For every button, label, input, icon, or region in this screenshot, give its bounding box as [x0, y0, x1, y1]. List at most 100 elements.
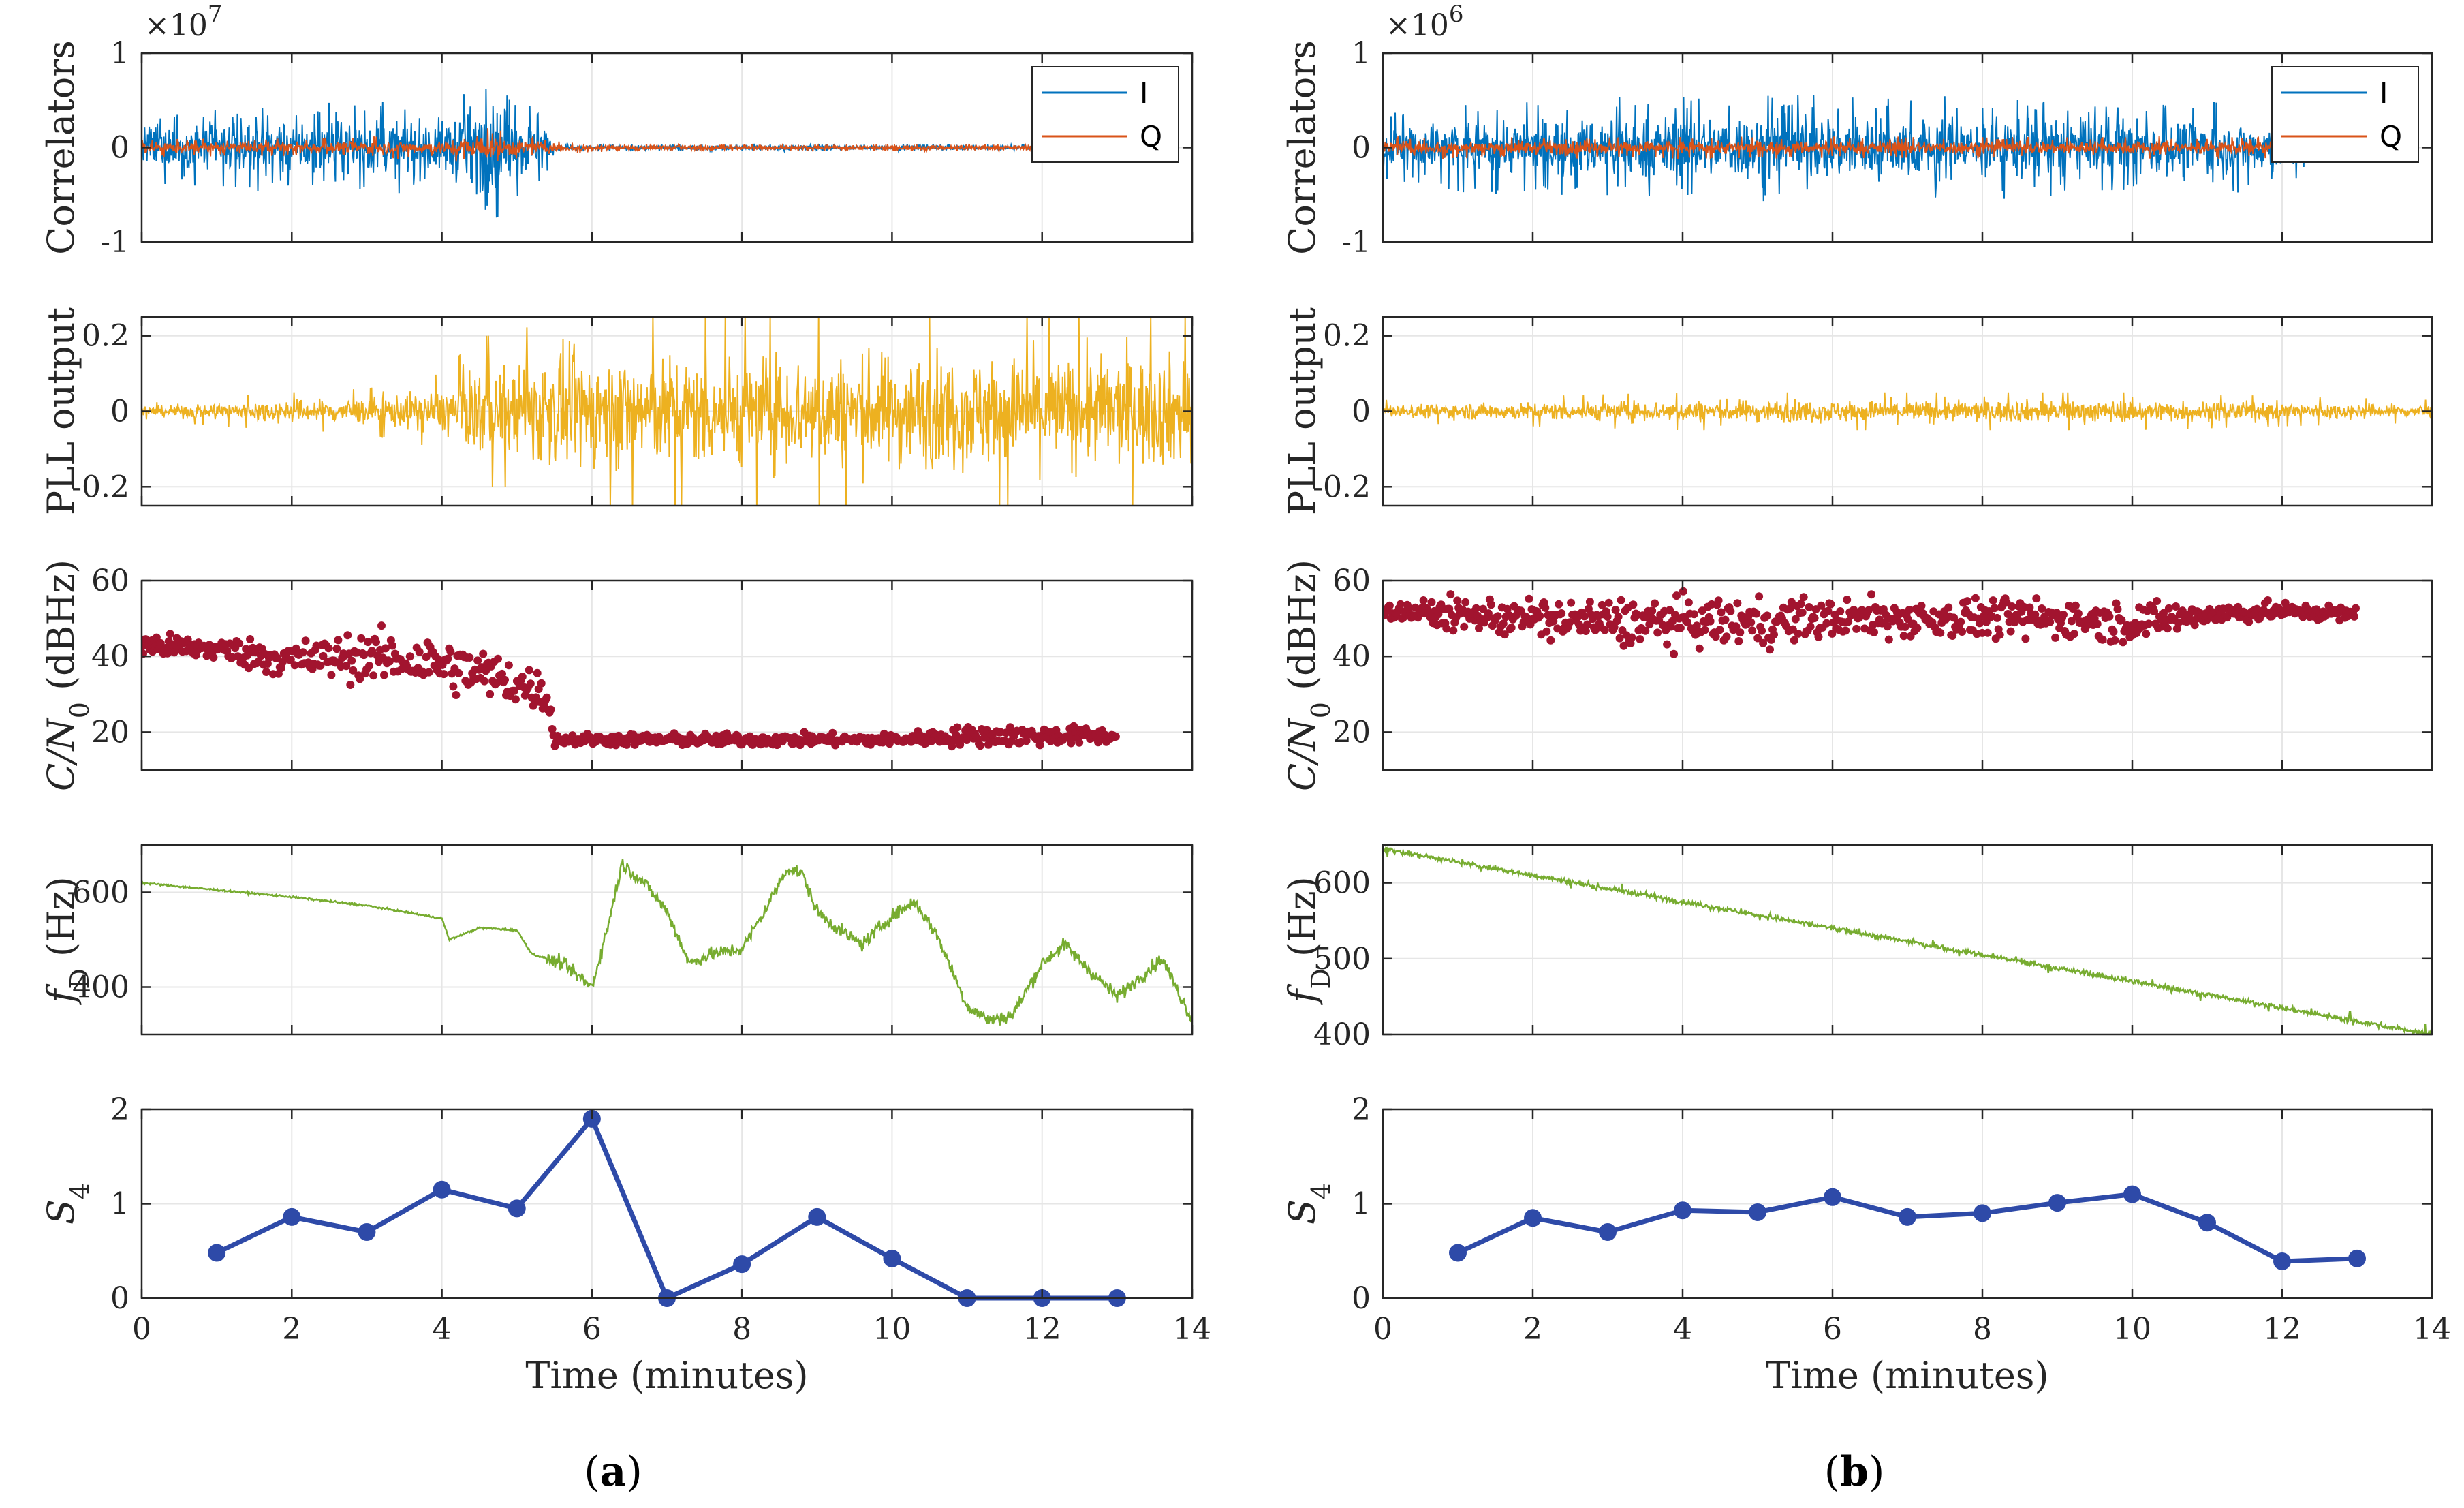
plot-area-b-fd: [1383, 845, 2432, 1034]
cn0-point: [1993, 613, 2001, 622]
chart-a-correlators: -1 0 1 Correlators ×107 IQ: [40, 1, 1194, 260]
cn0-point: [1736, 628, 1745, 637]
x-tick-label: 2: [1523, 1312, 1542, 1347]
y-label-unit: (dBHz): [1281, 559, 1324, 702]
cn0-point: [1758, 626, 1766, 635]
cn0-point: [1755, 592, 1764, 601]
cn0-point: [473, 656, 482, 665]
cn0-point: [1672, 591, 1681, 600]
series-pll-output: [142, 317, 1192, 506]
cn0-point: [365, 662, 374, 671]
s4-point: [433, 1180, 451, 1199]
cn0-point: [1936, 628, 1945, 637]
cn0-point: [1785, 604, 1794, 613]
s4-point: [283, 1207, 301, 1226]
cn0-point: [1841, 626, 1850, 635]
cn0-point: [548, 725, 557, 733]
cn0-point: [494, 654, 502, 663]
cn0-points: [1383, 587, 2360, 658]
cn0-point: [482, 666, 490, 675]
cn0-point: [1990, 604, 1999, 613]
cn0-point: [1865, 606, 1873, 615]
cn0-point: [1670, 649, 1678, 658]
cn0-point: [537, 679, 546, 688]
cn0-point: [1733, 599, 1742, 608]
y-tick-label: 0: [1352, 131, 1371, 166]
cn0-point: [1449, 626, 1458, 635]
cn0-point: [1580, 612, 1589, 621]
cn0-point: [2053, 609, 2061, 617]
cn0-point: [166, 630, 174, 638]
cn0-point: [449, 682, 458, 691]
cn0-point: [1396, 600, 1405, 609]
s4-point: [1749, 1203, 1766, 1221]
cn0-point: [1581, 627, 1590, 635]
cn0-point: [1711, 632, 1720, 641]
cn0-point: [1546, 636, 1555, 645]
cn0-point: [1748, 626, 1757, 635]
s4-point: [1599, 1223, 1617, 1242]
cn0-point: [1814, 632, 1823, 641]
s4-point: [1824, 1188, 1841, 1206]
y-axis-label: Correlators: [1281, 40, 1324, 255]
y-tick-label: 60: [1332, 564, 1371, 598]
cn0-point: [2031, 610, 2040, 619]
s4-point: [733, 1255, 751, 1274]
y-tick-label: 1: [110, 1187, 129, 1222]
y-exponent-label: ×106: [1386, 1, 1464, 43]
cn0-point: [324, 644, 333, 653]
cn0-point: [1852, 624, 1861, 633]
cn0-point: [1617, 596, 1625, 604]
s4-point: [2273, 1252, 2291, 1270]
cn0-point: [1798, 608, 1807, 617]
cn0-point: [526, 679, 535, 688]
cn0-point: [1070, 722, 1078, 730]
exponent-base: ×10: [1386, 8, 1449, 43]
cn0-point: [1753, 634, 1762, 643]
cn0-point: [2150, 607, 2159, 615]
s4-point: [508, 1199, 526, 1218]
y-label-sub: 4: [1306, 1183, 1336, 1199]
x-tick-label: 10: [2113, 1312, 2151, 1347]
cn0-point: [2032, 594, 2041, 603]
cn0-point: [479, 649, 488, 658]
cn0-point: [2352, 604, 2360, 613]
cn0-point: [1695, 644, 1704, 653]
cn0-point: [1614, 613, 1623, 621]
cn0-point: [1668, 617, 1677, 626]
y-axis-label: C/N0 (dBHz): [1281, 559, 1336, 791]
cn0-point: [2059, 611, 2068, 619]
y-axis-label: PLL output: [40, 307, 82, 516]
cn0-point: [518, 673, 527, 681]
cn0-point: [1500, 630, 1509, 639]
cn0-point: [319, 651, 328, 660]
y-label-sub: 0: [65, 702, 95, 718]
cn0-point: [1486, 600, 1495, 609]
cn0-point: [1541, 603, 1550, 612]
cn0-point: [2171, 602, 2180, 611]
cn0-point: [1747, 618, 1756, 627]
cn0-point: [1721, 615, 1730, 624]
y-axis-label: PLL output: [1281, 307, 1324, 516]
x-tick-label: 12: [2263, 1312, 2301, 1347]
cn0-point: [163, 649, 172, 658]
cn0-point: [1817, 601, 1826, 610]
cn0-point: [1752, 609, 1761, 618]
cn0-point: [1766, 645, 1774, 654]
y-tick-label: 60: [91, 564, 129, 598]
panel-label-a: (a): [584, 1448, 642, 1496]
cn0-point: [1905, 606, 1914, 614]
cn0-point: [1715, 626, 1724, 634]
y-tick-label: 0: [110, 1281, 129, 1316]
series-s4-line: [215, 1116, 1117, 1301]
cn0-point: [1651, 599, 1659, 608]
cn0-point: [385, 657, 394, 666]
x-tick-label: 0: [132, 1312, 151, 1347]
cn0-point: [1799, 593, 1808, 602]
cn0-point: [1679, 587, 1687, 596]
axes-frame: [1382, 579, 2433, 771]
